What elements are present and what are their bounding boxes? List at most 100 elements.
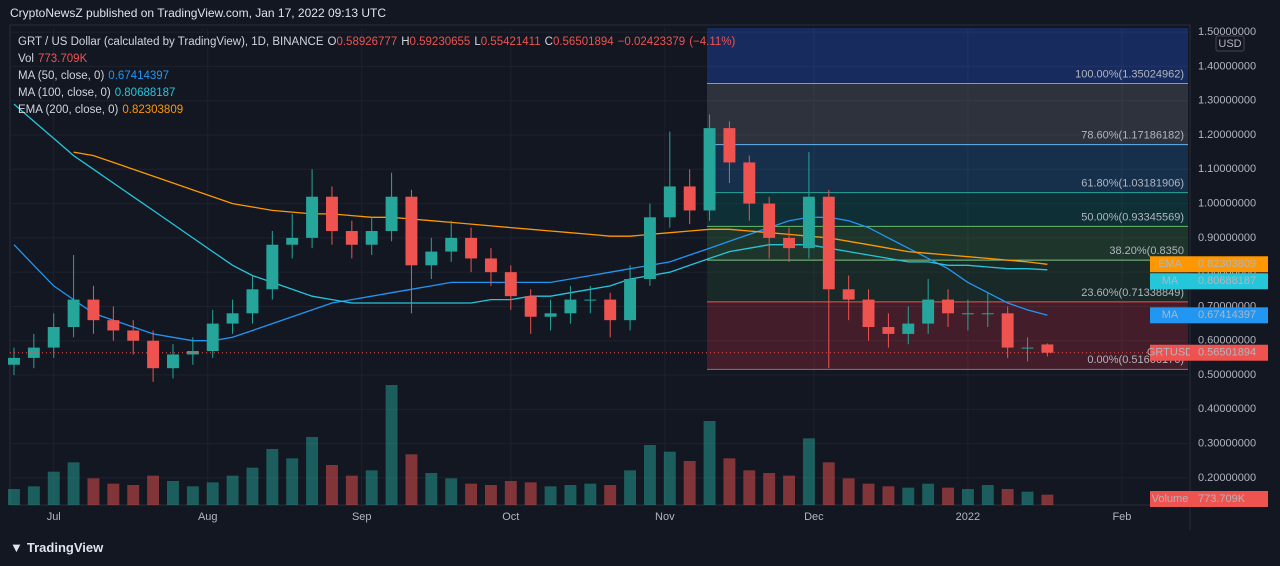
candle-body (524, 296, 537, 317)
volume-bar (206, 482, 219, 505)
x-tick-label: 2022 (956, 511, 980, 523)
legend-row: MA (100, close, 0) 0.80688187 (18, 85, 739, 102)
ohlc-key: H (401, 36, 410, 48)
legend: GRT / US Dollar (calculated by TradingVi… (18, 34, 739, 119)
badge-name: MA (1162, 275, 1179, 287)
x-tick-label: Oct (502, 511, 519, 523)
x-tick-label: Feb (1112, 511, 1131, 523)
volume-bar (365, 470, 378, 505)
candle-body (385, 196, 398, 232)
indicator-name: MA (100, close, 0) (18, 87, 111, 99)
candle-body (942, 299, 954, 314)
volume-bar (763, 473, 776, 505)
candle-body (27, 347, 40, 358)
badge-value-box (1190, 307, 1268, 324)
badge-value-box (1190, 344, 1268, 361)
y-tick-label: 0.50000000 (1198, 369, 1256, 381)
volume-bar (147, 475, 160, 505)
candle-body (683, 186, 696, 211)
volume-bar (922, 483, 935, 505)
x-tick-label: Nov (655, 511, 675, 523)
volume-bar (822, 462, 835, 505)
indicator-value: 0.67414397 (108, 70, 170, 82)
indicator-value: 0.80688187 (114, 87, 176, 99)
ohlc-key: L (474, 36, 481, 48)
badge-value: 0.67414397 (1198, 309, 1256, 321)
candle-body (266, 244, 279, 290)
volume-bar (47, 471, 60, 505)
fib-label: 61.80%(1.03181906) (1081, 178, 1184, 190)
candle-body (743, 162, 756, 204)
badge-name-box (1150, 256, 1190, 273)
candle-body (226, 313, 239, 324)
candle-body (484, 258, 497, 273)
candle-body (1041, 344, 1054, 353)
volume-bar (981, 485, 994, 505)
volume-bar (504, 481, 517, 505)
volume-bar (27, 486, 40, 505)
candle-body (723, 128, 736, 163)
candle-body (445, 237, 458, 252)
volume-bar (743, 470, 756, 505)
legend-row: GRT / US Dollar (calculated by TradingVi… (18, 34, 739, 51)
volume-bar (385, 385, 398, 505)
volume-bar (186, 486, 199, 505)
candle-body (922, 299, 935, 324)
badge-name-box (1150, 273, 1190, 290)
ohlc-key: O (327, 36, 337, 48)
indicator-value: 0.82303809 (122, 104, 184, 116)
candle-body (504, 272, 517, 297)
pane (9, 24, 1191, 506)
legend-row: EMA (200, close, 0) 0.82303809 (18, 102, 739, 119)
unit-label: USD (1218, 38, 1241, 50)
unit-box (1215, 35, 1245, 52)
candle-body (1001, 313, 1014, 348)
candle-body (981, 313, 994, 315)
candle-body (147, 340, 160, 369)
x-tick-label: Dec (804, 511, 824, 523)
candle-body (465, 237, 478, 259)
volume-bar (226, 475, 239, 505)
badge-name-box (1150, 307, 1190, 324)
volume-bar (882, 486, 895, 505)
volume-bar (127, 485, 140, 505)
y-tick-label: 0.40000000 (1198, 403, 1256, 415)
volume-bar (1021, 491, 1034, 505)
candle-body (325, 196, 338, 232)
indicator-name: MA (50, close, 0) (18, 70, 105, 82)
candle-body (604, 299, 617, 321)
fib-top-zone (707, 28, 1188, 84)
candle-body (67, 299, 80, 328)
ohlc-key: C (544, 36, 553, 48)
fib-zone (707, 144, 1188, 193)
candle-body (544, 313, 557, 317)
candle-body (624, 279, 637, 321)
y-tick-label: 0.60000000 (1198, 335, 1256, 347)
y-tick-label: 0.30000000 (1198, 438, 1256, 450)
volume-bar (405, 454, 418, 505)
candle-body (405, 196, 418, 266)
candle-body (246, 289, 259, 314)
volume-bar (465, 483, 478, 505)
badge-name: MA (1162, 309, 1179, 321)
candle-body (8, 357, 20, 365)
badge-value: 0.80688187 (1198, 275, 1256, 287)
volume-bar (723, 458, 736, 505)
candle-body (663, 186, 676, 218)
change: −0.02423379 (617, 36, 686, 48)
volume-bar (942, 487, 954, 505)
y-tick-label: 1.30000000 (1198, 95, 1256, 107)
volume-bar (87, 478, 100, 505)
candle-body (842, 289, 855, 300)
ma-line (73, 151, 1048, 265)
badge-name: EMA (1158, 258, 1183, 270)
y-tick-label: 1.10000000 (1198, 163, 1256, 175)
x-tick-label: Aug (198, 511, 218, 523)
candle-body (703, 128, 716, 211)
candle-body (584, 299, 597, 301)
volume-bar (325, 465, 338, 505)
vol-value: 773.709K (38, 53, 88, 65)
volume-bar (8, 489, 20, 505)
candle-body (802, 196, 815, 249)
